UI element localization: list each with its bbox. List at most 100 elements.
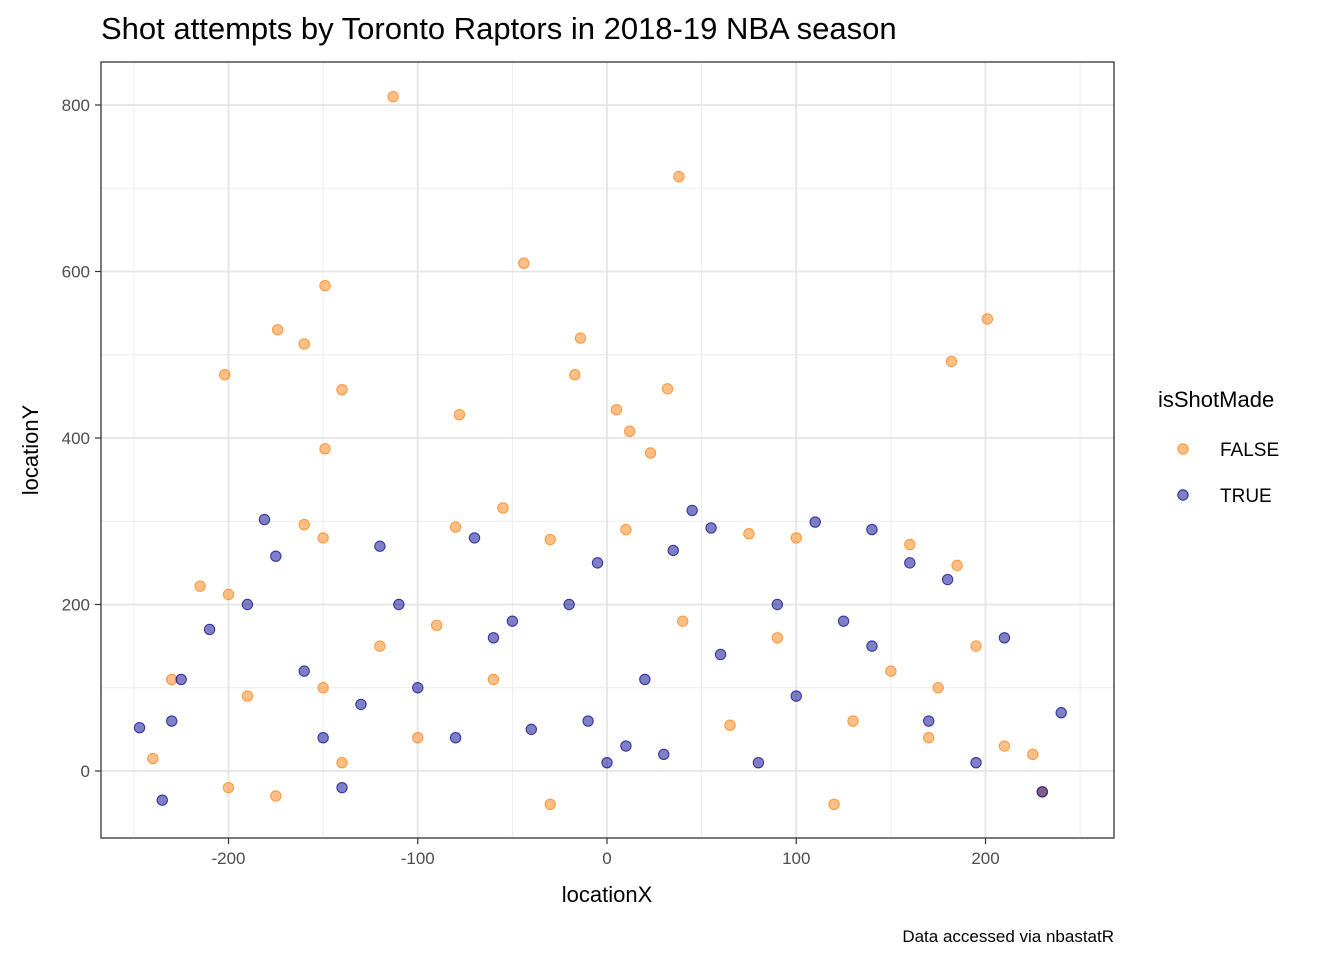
data-point xyxy=(258,513,271,526)
data-point xyxy=(574,332,587,344)
data-point xyxy=(624,425,636,438)
data-point xyxy=(518,257,530,269)
data-point xyxy=(497,502,509,514)
data-point xyxy=(582,715,594,727)
data-point xyxy=(219,369,231,381)
data-point xyxy=(393,598,405,611)
data-point xyxy=(387,90,399,103)
y-tick-label: 200 xyxy=(62,596,90,615)
data-point xyxy=(620,740,632,752)
data-point xyxy=(525,723,537,736)
y-axis-title: locationY xyxy=(18,404,43,495)
data-point xyxy=(790,532,802,544)
data-point xyxy=(771,598,784,611)
data-point xyxy=(317,682,329,694)
data-point xyxy=(270,550,282,562)
data-point xyxy=(941,573,954,586)
data-point xyxy=(809,516,821,528)
data-point xyxy=(412,732,424,744)
data-point xyxy=(932,682,944,694)
legend-key-false xyxy=(1177,443,1189,455)
y-tick-label: 400 xyxy=(62,429,90,448)
x-tick-label: -100 xyxy=(401,849,435,868)
data-point xyxy=(506,615,519,627)
data-point xyxy=(430,619,443,632)
data-point xyxy=(847,715,859,727)
chart-title: Shot attempts by Toronto Raptors in 2018… xyxy=(101,11,897,46)
caption: Data accessed via nbastatR xyxy=(902,927,1114,946)
data-point xyxy=(355,698,367,711)
data-point xyxy=(166,673,178,686)
data-point xyxy=(673,170,685,183)
data-point xyxy=(241,690,254,702)
data-point xyxy=(610,403,623,416)
x-tick-label: 200 xyxy=(971,849,999,868)
data-point xyxy=(133,722,146,734)
series-false xyxy=(147,90,1048,810)
data-point xyxy=(998,632,1011,644)
data-point xyxy=(449,521,462,533)
grid-major xyxy=(101,62,1114,838)
data-point xyxy=(601,756,613,769)
data-point xyxy=(998,740,1011,752)
data-point xyxy=(904,557,916,569)
data-point xyxy=(661,383,674,395)
data-point xyxy=(945,355,958,368)
data-point xyxy=(336,756,348,769)
data-point xyxy=(298,518,310,531)
data-point xyxy=(487,673,500,686)
points-layer xyxy=(133,90,1067,810)
data-point xyxy=(317,732,329,744)
x-tick-label: -200 xyxy=(211,849,245,868)
data-point xyxy=(569,369,581,381)
y-tick-label: 600 xyxy=(62,263,90,282)
data-point xyxy=(147,752,159,765)
data-point xyxy=(317,532,329,544)
data-point xyxy=(298,665,310,677)
data-point xyxy=(923,715,935,727)
data-point xyxy=(222,781,235,794)
series-true xyxy=(133,504,1067,806)
data-point xyxy=(771,632,784,644)
data-point xyxy=(412,682,424,694)
legend-label-true: TRUE xyxy=(1220,486,1272,507)
data-point xyxy=(639,673,651,686)
data-point xyxy=(904,538,916,551)
legend-label-false: FALSE xyxy=(1220,440,1279,461)
data-point xyxy=(270,790,282,802)
data-point xyxy=(677,615,689,627)
data-point xyxy=(336,384,348,396)
x-axis-title: locationX xyxy=(562,882,653,907)
data-point xyxy=(319,443,331,455)
data-point xyxy=(981,313,994,325)
x-tick-label: 100 xyxy=(782,849,810,868)
legend-title: isShotMade xyxy=(1158,387,1274,412)
data-point xyxy=(828,798,840,810)
data-point xyxy=(752,756,765,769)
legend: isShotMade FALSE TRUE xyxy=(1158,387,1279,507)
data-point xyxy=(743,528,755,540)
data-point xyxy=(487,632,500,644)
data-point xyxy=(866,640,878,652)
data-point xyxy=(591,557,604,569)
data-point xyxy=(194,580,206,592)
data-point xyxy=(667,544,679,557)
data-point xyxy=(449,732,462,744)
data-point xyxy=(1036,786,1048,798)
data-point xyxy=(970,640,982,652)
data-point xyxy=(705,522,717,534)
data-point xyxy=(563,598,575,611)
data-point xyxy=(175,673,187,686)
data-point xyxy=(156,794,168,806)
data-point xyxy=(374,540,386,552)
x-axis: -200 -100 0 100 200 xyxy=(211,838,1000,868)
y-axis: 0 200 400 600 800 xyxy=(62,96,101,781)
data-point xyxy=(714,648,727,661)
legend-key-true xyxy=(1177,489,1189,501)
data-point xyxy=(1055,707,1067,719)
data-point xyxy=(272,324,284,336)
data-point xyxy=(336,781,348,794)
y-tick-label: 800 xyxy=(62,96,90,115)
data-point xyxy=(319,279,331,292)
data-point xyxy=(620,523,632,536)
